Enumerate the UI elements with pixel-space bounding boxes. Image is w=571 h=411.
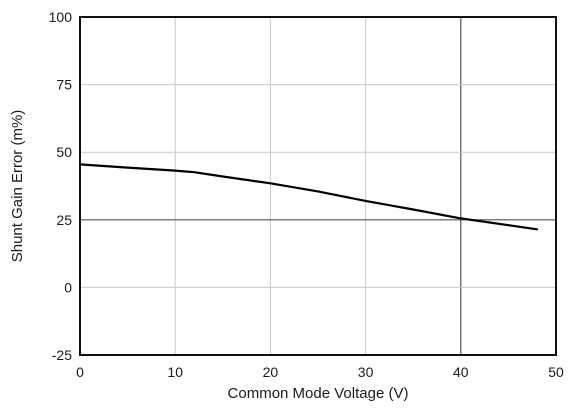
y-tick-label: 50	[56, 144, 72, 160]
y-tick-label: 100	[49, 9, 73, 25]
y-axis-title: Shunt Gain Error (m%)	[9, 110, 26, 263]
series-line	[78, 163, 539, 231]
y-tick-label: -25	[52, 347, 72, 363]
x-tick-label: 40	[453, 364, 469, 380]
x-tick-labels: 0 10 20 30 40 50	[76, 364, 564, 380]
x-tick-label: 0	[76, 364, 84, 380]
x-axis-title: Common Mode Voltage (V)	[228, 385, 409, 402]
grid	[80, 17, 556, 355]
x-tick-label: 30	[358, 364, 374, 380]
y-tick-label: 0	[64, 279, 72, 295]
y-tick-labels: 100 75 50 25 0 -25	[49, 9, 73, 363]
y-tick-label: 25	[56, 212, 72, 228]
x-tick-label: 10	[167, 364, 183, 380]
y-tick-label: 75	[56, 77, 72, 93]
x-tick-label: 20	[263, 364, 279, 380]
plot-frame	[79, 16, 557, 356]
series-layer	[78, 163, 539, 231]
x-tick-label: 50	[548, 364, 564, 380]
